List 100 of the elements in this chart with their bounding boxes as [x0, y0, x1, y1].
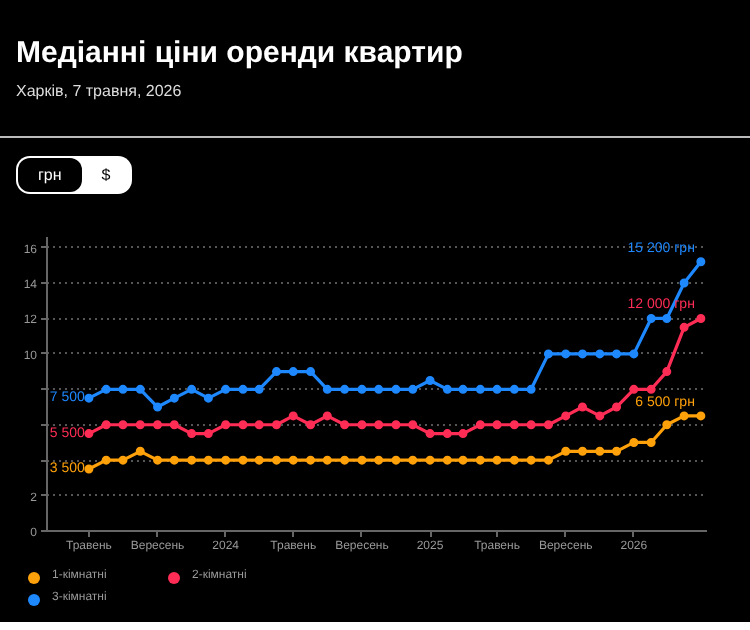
chart-subtitle: Харків, 7 травня, 2026 — [16, 80, 182, 103]
point — [238, 455, 248, 465]
point — [101, 455, 111, 465]
point — [101, 420, 111, 430]
point — [391, 455, 401, 465]
point — [561, 446, 571, 456]
point — [526, 420, 536, 430]
point — [646, 437, 656, 447]
point — [492, 455, 502, 465]
point — [221, 384, 231, 394]
point — [254, 384, 264, 394]
point — [340, 420, 350, 430]
point — [221, 420, 231, 430]
point — [458, 429, 468, 439]
point — [203, 393, 213, 403]
point — [203, 429, 213, 439]
point — [595, 411, 605, 421]
point — [612, 349, 622, 359]
point — [662, 367, 672, 377]
point — [492, 420, 502, 430]
point — [153, 420, 163, 430]
point — [374, 384, 384, 394]
point — [577, 446, 587, 456]
point — [509, 420, 519, 430]
point — [84, 429, 94, 439]
point — [306, 420, 316, 430]
point — [696, 313, 706, 323]
point — [391, 420, 401, 430]
point — [322, 384, 332, 394]
point — [288, 367, 298, 377]
point — [271, 420, 281, 430]
point — [543, 420, 553, 430]
point — [543, 455, 553, 465]
point — [254, 420, 264, 430]
point — [646, 313, 656, 323]
point — [442, 384, 452, 394]
point — [357, 455, 367, 465]
point — [629, 437, 639, 447]
point — [322, 455, 332, 465]
point — [391, 384, 401, 394]
point — [442, 429, 452, 439]
point — [595, 446, 605, 456]
point — [288, 411, 298, 421]
point — [526, 384, 536, 394]
point — [629, 349, 639, 359]
point — [458, 384, 468, 394]
point — [408, 420, 418, 430]
point — [271, 367, 281, 377]
point — [84, 393, 94, 403]
point — [509, 455, 519, 465]
point — [577, 402, 587, 412]
point — [288, 455, 298, 465]
point — [696, 257, 706, 267]
point — [526, 455, 536, 465]
point — [135, 446, 145, 456]
point — [340, 384, 350, 394]
point — [646, 384, 656, 394]
point — [135, 420, 145, 430]
point — [492, 384, 502, 394]
point — [169, 455, 179, 465]
point — [374, 455, 384, 465]
point — [408, 384, 418, 394]
point — [153, 402, 163, 412]
point — [442, 455, 452, 465]
point — [101, 384, 111, 394]
point — [475, 384, 485, 394]
point — [475, 455, 485, 465]
point — [169, 393, 179, 403]
point — [238, 420, 248, 430]
point — [425, 375, 435, 385]
point — [221, 455, 231, 465]
point — [475, 420, 485, 430]
point — [561, 349, 571, 359]
point — [118, 455, 128, 465]
point — [357, 420, 367, 430]
point — [595, 349, 605, 359]
point — [306, 455, 316, 465]
point — [357, 384, 367, 394]
point — [254, 455, 264, 465]
point — [306, 367, 316, 377]
text: $ — [99, 164, 113, 188]
point — [577, 349, 587, 359]
point — [509, 384, 519, 394]
point — [203, 455, 213, 465]
point — [458, 455, 468, 465]
point — [374, 420, 384, 430]
point — [662, 420, 672, 430]
point — [340, 455, 350, 465]
point — [629, 384, 639, 394]
point — [271, 455, 281, 465]
point — [425, 429, 435, 439]
point — [187, 429, 197, 439]
point — [679, 322, 689, 332]
point — [662, 313, 672, 323]
point — [84, 464, 94, 474]
point — [169, 420, 179, 430]
point — [238, 384, 248, 394]
point — [187, 455, 197, 465]
point — [561, 411, 571, 421]
text: грн — [18, 158, 82, 193]
